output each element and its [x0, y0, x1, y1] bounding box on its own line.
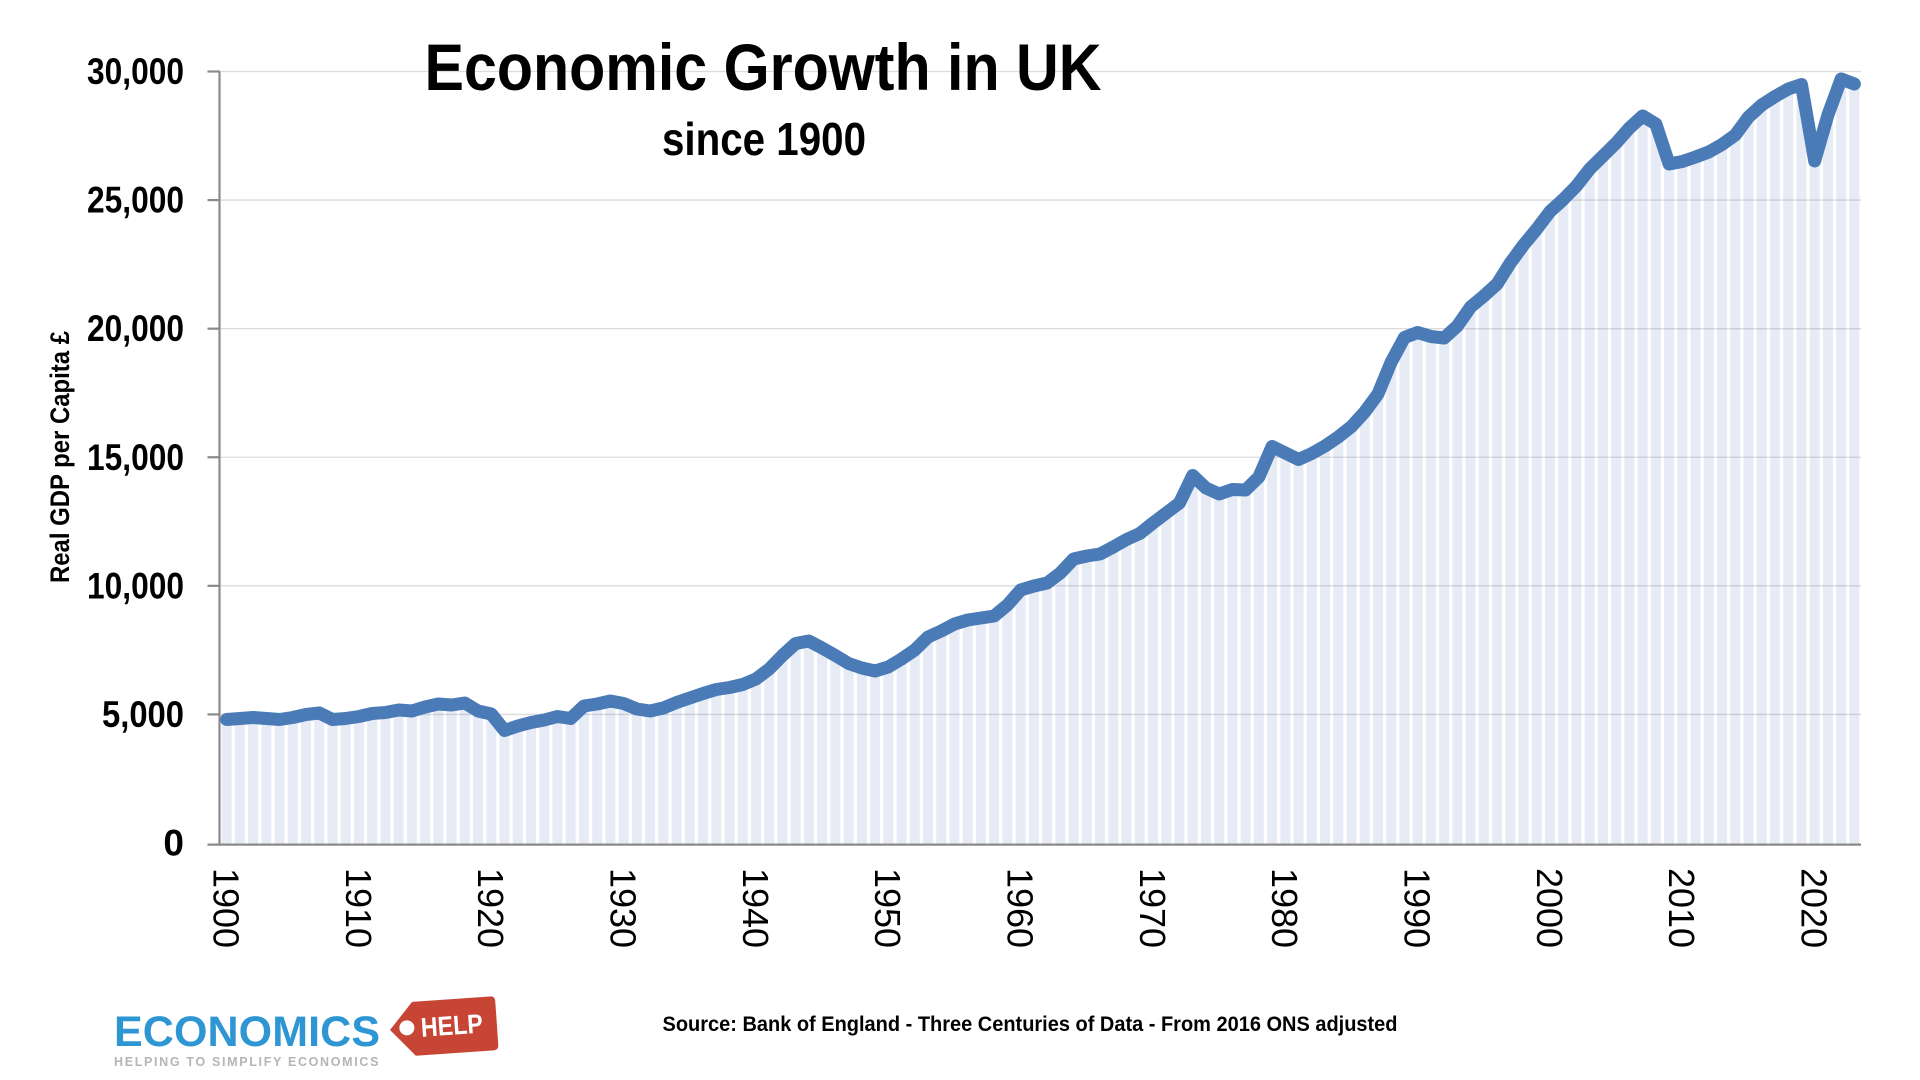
svg-text:1900: 1900: [205, 868, 246, 948]
svg-text:2010: 2010: [1661, 868, 1702, 948]
svg-text:since 1900: since 1900: [662, 113, 866, 165]
svg-text:1970: 1970: [1132, 868, 1173, 948]
svg-text:1910: 1910: [338, 868, 379, 948]
svg-text:2020: 2020: [1794, 868, 1835, 948]
svg-text:10,000: 10,000: [87, 565, 184, 606]
svg-text:ECONOMICS: ECONOMICS: [114, 1008, 380, 1056]
svg-text:Source: Bank of England - Thre: Source: Bank of England - Three Centurie…: [663, 1012, 1398, 1036]
svg-text:5,000: 5,000: [102, 694, 184, 735]
svg-text:15,000: 15,000: [87, 437, 184, 478]
svg-text:25,000: 25,000: [87, 180, 184, 221]
svg-text:1920: 1920: [470, 868, 511, 948]
svg-text:HELPING TO SIMPLIFY ECONOMICS: HELPING TO SIMPLIFY ECONOMICS: [114, 1055, 380, 1069]
svg-text:1960: 1960: [999, 868, 1040, 948]
svg-text:0: 0: [163, 823, 184, 864]
svg-text:1940: 1940: [735, 868, 776, 948]
svg-text:1980: 1980: [1264, 868, 1305, 948]
svg-text:1930: 1930: [602, 868, 643, 948]
svg-text:1990: 1990: [1397, 868, 1438, 948]
svg-text:Economic Growth in UK: Economic Growth in UK: [425, 30, 1102, 104]
svg-text:HELP: HELP: [420, 1009, 484, 1043]
svg-text:2000: 2000: [1529, 868, 1570, 948]
svg-text:20,000: 20,000: [87, 308, 184, 349]
svg-text:1950: 1950: [867, 868, 908, 948]
svg-text:30,000: 30,000: [87, 51, 184, 92]
svg-text:Real GDP per Capita £: Real GDP per Capita £: [45, 331, 75, 583]
